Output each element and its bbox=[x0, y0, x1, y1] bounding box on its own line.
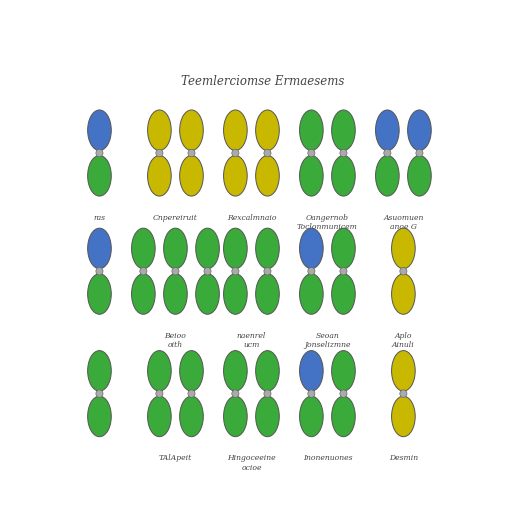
Ellipse shape bbox=[224, 396, 247, 437]
Text: Aplo
Ainuli: Aplo Ainuli bbox=[392, 332, 415, 349]
Ellipse shape bbox=[300, 351, 323, 391]
Ellipse shape bbox=[392, 396, 415, 437]
Ellipse shape bbox=[300, 396, 323, 437]
Ellipse shape bbox=[332, 396, 355, 437]
Ellipse shape bbox=[332, 110, 355, 151]
Text: TAlApeit: TAlApeit bbox=[159, 455, 192, 462]
Ellipse shape bbox=[156, 149, 163, 157]
Text: Hingoceeine
ocioe: Hingoceeine ocioe bbox=[227, 455, 276, 472]
Ellipse shape bbox=[375, 110, 399, 151]
Ellipse shape bbox=[384, 149, 391, 157]
Ellipse shape bbox=[264, 390, 271, 397]
Ellipse shape bbox=[300, 156, 323, 196]
Text: Asuomuen
anoe G: Asuomuen anoe G bbox=[383, 214, 423, 231]
Ellipse shape bbox=[164, 274, 187, 314]
Ellipse shape bbox=[180, 351, 203, 391]
Ellipse shape bbox=[156, 390, 163, 397]
Ellipse shape bbox=[188, 149, 195, 157]
Ellipse shape bbox=[392, 274, 415, 314]
Ellipse shape bbox=[408, 110, 431, 151]
Ellipse shape bbox=[88, 396, 111, 437]
Ellipse shape bbox=[224, 228, 247, 269]
Ellipse shape bbox=[224, 274, 247, 314]
Ellipse shape bbox=[204, 267, 211, 275]
Ellipse shape bbox=[188, 390, 195, 397]
Ellipse shape bbox=[340, 267, 347, 275]
Ellipse shape bbox=[332, 351, 355, 391]
Ellipse shape bbox=[88, 228, 111, 269]
Ellipse shape bbox=[264, 149, 271, 157]
Ellipse shape bbox=[255, 351, 279, 391]
Text: naenrel
ucm: naenrel ucm bbox=[237, 332, 266, 349]
Ellipse shape bbox=[255, 228, 279, 269]
Ellipse shape bbox=[196, 274, 219, 314]
Ellipse shape bbox=[180, 110, 203, 151]
Text: Beioo
oith: Beioo oith bbox=[164, 332, 186, 349]
Text: Cnpereiruit: Cnpereiruit bbox=[153, 214, 198, 222]
Ellipse shape bbox=[224, 110, 247, 151]
Ellipse shape bbox=[416, 149, 423, 157]
Ellipse shape bbox=[96, 390, 103, 397]
Ellipse shape bbox=[332, 156, 355, 196]
Ellipse shape bbox=[332, 228, 355, 269]
Ellipse shape bbox=[300, 274, 323, 314]
Ellipse shape bbox=[400, 390, 407, 397]
Ellipse shape bbox=[255, 396, 279, 437]
Ellipse shape bbox=[232, 267, 239, 275]
Ellipse shape bbox=[408, 156, 431, 196]
Ellipse shape bbox=[224, 351, 247, 391]
Text: Oangernob
Toclonmunicem: Oangernob Toclonmunicem bbox=[297, 214, 358, 231]
Ellipse shape bbox=[308, 267, 315, 275]
Ellipse shape bbox=[88, 156, 111, 196]
Ellipse shape bbox=[140, 267, 147, 275]
Ellipse shape bbox=[300, 110, 323, 151]
Ellipse shape bbox=[164, 228, 187, 269]
Ellipse shape bbox=[255, 110, 279, 151]
Ellipse shape bbox=[196, 228, 219, 269]
Ellipse shape bbox=[180, 156, 203, 196]
Ellipse shape bbox=[400, 267, 407, 275]
Text: Rexcalmnaio: Rexcalmnaio bbox=[227, 214, 276, 222]
Ellipse shape bbox=[255, 274, 279, 314]
Text: Teemlerciomse Ermaesems: Teemlerciomse Ermaesems bbox=[181, 75, 344, 89]
Ellipse shape bbox=[132, 274, 155, 314]
Ellipse shape bbox=[88, 110, 111, 151]
Ellipse shape bbox=[224, 156, 247, 196]
Ellipse shape bbox=[375, 156, 399, 196]
Text: Seoan
Jonselizmne: Seoan Jonselizmne bbox=[304, 332, 351, 349]
Ellipse shape bbox=[308, 390, 315, 397]
Ellipse shape bbox=[340, 390, 347, 397]
Ellipse shape bbox=[308, 149, 315, 157]
Text: Inonenuones: Inonenuones bbox=[303, 455, 352, 462]
Ellipse shape bbox=[88, 274, 111, 314]
Ellipse shape bbox=[88, 351, 111, 391]
Ellipse shape bbox=[147, 156, 171, 196]
Ellipse shape bbox=[300, 228, 323, 269]
Ellipse shape bbox=[232, 149, 239, 157]
Ellipse shape bbox=[96, 267, 103, 275]
Ellipse shape bbox=[340, 149, 347, 157]
Ellipse shape bbox=[147, 110, 171, 151]
Ellipse shape bbox=[232, 390, 239, 397]
Ellipse shape bbox=[264, 267, 271, 275]
Ellipse shape bbox=[96, 149, 103, 157]
Ellipse shape bbox=[392, 351, 415, 391]
Ellipse shape bbox=[147, 351, 171, 391]
Ellipse shape bbox=[172, 267, 179, 275]
Text: ras: ras bbox=[94, 214, 105, 222]
Text: Desmin: Desmin bbox=[389, 455, 418, 462]
Ellipse shape bbox=[255, 156, 279, 196]
Ellipse shape bbox=[147, 396, 171, 437]
Ellipse shape bbox=[132, 228, 155, 269]
Ellipse shape bbox=[392, 228, 415, 269]
Ellipse shape bbox=[332, 274, 355, 314]
Ellipse shape bbox=[180, 396, 203, 437]
